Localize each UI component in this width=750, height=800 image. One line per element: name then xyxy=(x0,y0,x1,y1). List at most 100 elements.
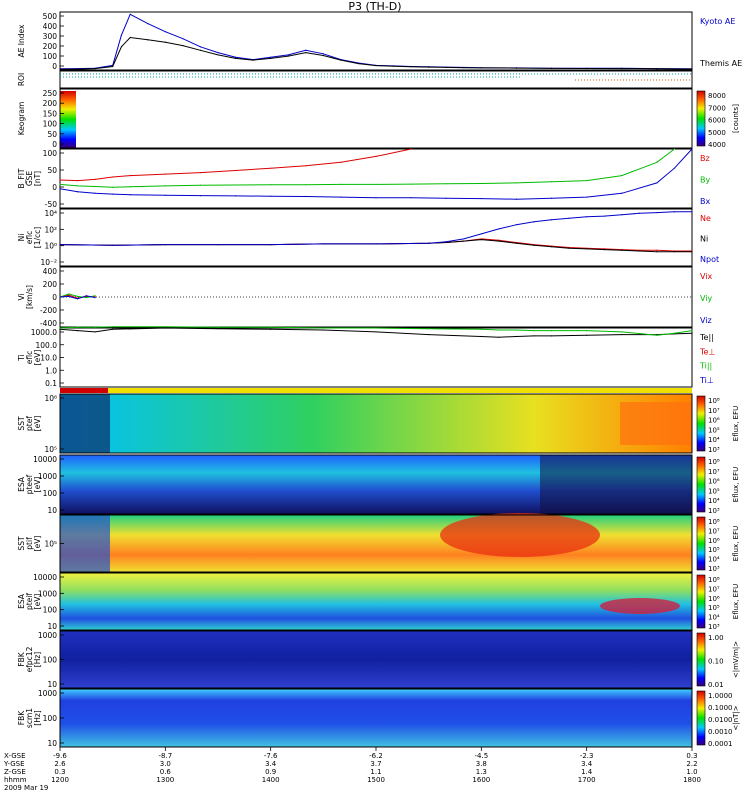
panel-ti: 1000.0 100.0 10.0 1.0 0.1 Ti eflc [eV] Te|| Te⊥ Ti… xyxy=(17,327,715,388)
data-point xyxy=(480,335,482,338)
y-axis-label: [eV] xyxy=(33,350,42,366)
data-point xyxy=(463,238,465,240)
data-point xyxy=(656,251,658,253)
data-point xyxy=(375,64,377,67)
panel-bfield: 100 50 0 -50 B_FIT GSE [nT] Bz By Bx xyxy=(17,148,710,209)
data-point xyxy=(234,184,237,186)
x-tick-label: -9.6 xyxy=(53,752,67,760)
time-axis-row-label: hhmm xyxy=(4,776,27,784)
x-tick-label: 1.1 xyxy=(370,768,381,776)
x-tick-label: 3.7 xyxy=(370,760,381,768)
data-point xyxy=(656,68,658,70)
data-point xyxy=(515,67,518,69)
panel-frame xyxy=(59,208,693,267)
data-point xyxy=(375,155,377,157)
data-point xyxy=(120,34,123,36)
x-tick-label: 1400 xyxy=(262,776,280,784)
data-point xyxy=(199,49,202,51)
time-axis-row-label: X-GSE xyxy=(4,752,26,760)
data-point xyxy=(322,53,324,55)
data-point xyxy=(498,329,500,331)
data-point xyxy=(691,148,693,150)
data-point xyxy=(112,244,114,246)
data-point xyxy=(340,161,342,163)
data-point xyxy=(428,328,430,330)
data-point xyxy=(164,185,166,187)
data-point xyxy=(357,63,360,65)
data-point xyxy=(586,248,588,250)
data-point xyxy=(129,186,131,188)
x-tick-label: 1300 xyxy=(156,776,174,784)
series-label: Bz xyxy=(700,154,710,163)
y-axis-label: [1/cc] xyxy=(33,227,42,248)
y-tick-label: 1000 xyxy=(38,589,57,598)
data-point xyxy=(94,295,96,297)
data-point xyxy=(164,327,166,329)
data-point xyxy=(480,239,482,241)
y-tick-label: 10⁵ xyxy=(44,540,57,549)
data-point xyxy=(76,191,79,193)
y-tick-label: 150 xyxy=(43,109,58,118)
data-point xyxy=(621,192,623,194)
data-point xyxy=(586,330,588,332)
data-point xyxy=(94,326,96,328)
y-axis-label: [Hz] xyxy=(33,710,42,726)
data-point xyxy=(270,244,272,246)
data-point xyxy=(603,249,605,251)
data-point xyxy=(270,326,272,328)
y-tick-label: 100 xyxy=(43,120,58,129)
data-point xyxy=(59,244,61,246)
data-point xyxy=(656,211,658,214)
data-point xyxy=(410,183,412,185)
data-point xyxy=(533,335,535,337)
data-point xyxy=(515,224,518,226)
colorbar-tick-label: 10³ xyxy=(708,446,720,454)
data-point xyxy=(287,54,289,56)
x-tick-label: 1700 xyxy=(578,776,596,784)
y-tick-label: 1.0 xyxy=(45,366,57,375)
colorbar-label: Eflux, EFU xyxy=(732,406,740,441)
panel-frame xyxy=(59,572,693,631)
data-point xyxy=(550,335,553,337)
colorbar-tick-label: 0.01 xyxy=(708,681,724,689)
data-point xyxy=(428,242,430,244)
series-label: Viz xyxy=(700,316,712,325)
data-point xyxy=(656,161,658,163)
y-tick-label: 10.0 xyxy=(40,354,57,363)
data-point xyxy=(85,297,87,299)
data-point xyxy=(94,68,96,70)
data-point xyxy=(217,328,219,330)
data-point xyxy=(621,174,623,177)
x-tick-label: 3.8 xyxy=(476,760,487,768)
colorbar-tick-label: 10⁴ xyxy=(708,436,720,444)
y-axis-label: [eV] xyxy=(33,416,42,432)
data-point xyxy=(603,215,605,217)
data-point xyxy=(498,336,500,338)
y-axis-label: ROI xyxy=(17,73,26,86)
data-point xyxy=(270,57,272,60)
data-point xyxy=(305,184,307,186)
data-point xyxy=(375,197,377,199)
series-line-Bz xyxy=(59,148,412,182)
colorbar-tick-label: 10⁸ xyxy=(708,518,720,526)
panel-vi: 400 200 0 -200 -400 Vi [km/s] Vix Viy Viz xyxy=(17,266,713,328)
data-point xyxy=(586,334,588,336)
y-tick-label: 0 xyxy=(52,293,57,302)
data-point xyxy=(586,179,588,182)
data-point xyxy=(533,330,535,332)
data-point xyxy=(322,327,324,329)
y-tick-label: 10000 xyxy=(33,455,57,464)
data-point xyxy=(76,326,79,328)
colorbar-tick-label: 7000 xyxy=(708,104,726,112)
y-axis-label: [eV] xyxy=(33,594,42,610)
x-tick-label: 1600 xyxy=(472,776,490,784)
y-tick-label: 100 xyxy=(43,606,58,615)
series-label: Npot xyxy=(700,255,719,264)
y-tick-label: 500 xyxy=(43,12,58,21)
colorbar-tick-label: 10⁵ xyxy=(708,604,720,612)
data-point xyxy=(392,65,395,67)
colorbar xyxy=(696,574,706,629)
data-point xyxy=(550,219,553,221)
y-tick-label: 10 xyxy=(47,680,57,689)
